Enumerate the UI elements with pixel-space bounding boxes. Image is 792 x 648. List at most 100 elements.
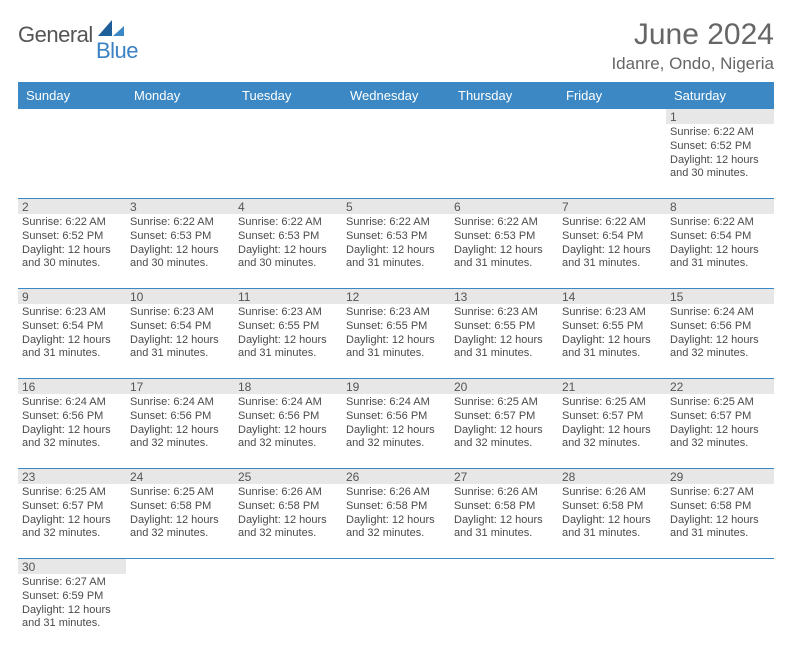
day-number-cell: 24 — [126, 468, 234, 484]
empty-cell — [234, 574, 342, 648]
sunset-line: Sunset: 6:54 PM — [562, 230, 662, 244]
sunset-line: Sunset: 6:56 PM — [130, 410, 230, 424]
day-content: Sunrise: 6:23 AMSunset: 6:55 PMDaylight:… — [342, 304, 450, 378]
weekday-header: Friday — [558, 82, 666, 109]
day-content: Sunrise: 6:22 AMSunset: 6:53 PMDaylight:… — [126, 214, 234, 288]
day-number: 16 — [18, 378, 126, 394]
empty-content — [234, 124, 342, 198]
day-number — [234, 558, 342, 560]
day-number: 15 — [666, 288, 774, 304]
day-cell: Sunrise: 6:23 AMSunset: 6:55 PMDaylight:… — [558, 304, 666, 378]
sunset-line: Sunset: 6:52 PM — [22, 230, 122, 244]
daylight-line: Daylight: 12 hours and 30 minutes. — [238, 244, 338, 272]
sunset-line: Sunset: 6:57 PM — [670, 410, 770, 424]
day-number-cell: 10 — [126, 288, 234, 304]
day-content: Sunrise: 6:25 AMSunset: 6:57 PMDaylight:… — [558, 394, 666, 468]
day-number — [126, 109, 234, 110]
daylight-line: Daylight: 12 hours and 31 minutes. — [562, 244, 662, 272]
week-row: Sunrise: 6:24 AMSunset: 6:56 PMDaylight:… — [18, 394, 774, 468]
day-cell: Sunrise: 6:22 AMSunset: 6:54 PMDaylight:… — [558, 214, 666, 288]
empty-cell — [558, 109, 666, 124]
day-content: Sunrise: 6:24 AMSunset: 6:56 PMDaylight:… — [126, 394, 234, 468]
weekday-header: Saturday — [666, 82, 774, 109]
empty-cell — [234, 124, 342, 198]
sunset-line: Sunset: 6:56 PM — [670, 320, 770, 334]
empty-cell — [126, 109, 234, 124]
empty-content — [126, 124, 234, 198]
day-content: Sunrise: 6:26 AMSunset: 6:58 PMDaylight:… — [450, 484, 558, 558]
day-number-cell: 9 — [18, 288, 126, 304]
day-number-cell: 4 — [234, 198, 342, 214]
sunrise-line: Sunrise: 6:27 AM — [22, 576, 122, 590]
sunrise-line: Sunrise: 6:22 AM — [22, 216, 122, 230]
day-number-cell: 1 — [666, 109, 774, 124]
sunrise-line: Sunrise: 6:22 AM — [346, 216, 446, 230]
daylight-line: Daylight: 12 hours and 31 minutes. — [130, 334, 230, 362]
day-number: 14 — [558, 288, 666, 304]
day-number: 20 — [450, 378, 558, 394]
day-number-cell: 6 — [450, 198, 558, 214]
sunrise-line: Sunrise: 6:23 AM — [130, 306, 230, 320]
day-number-cell: 17 — [126, 378, 234, 394]
day-cell: Sunrise: 6:22 AMSunset: 6:52 PMDaylight:… — [18, 214, 126, 288]
sunset-line: Sunset: 6:57 PM — [22, 500, 122, 514]
day-number: 29 — [666, 468, 774, 484]
day-number: 11 — [234, 288, 342, 304]
daylight-line: Daylight: 12 hours and 31 minutes. — [562, 514, 662, 542]
sunset-line: Sunset: 6:53 PM — [346, 230, 446, 244]
day-cell: Sunrise: 6:22 AMSunset: 6:53 PMDaylight:… — [234, 214, 342, 288]
week-row: Sunrise: 6:27 AMSunset: 6:59 PMDaylight:… — [18, 574, 774, 648]
week-row: Sunrise: 6:22 AMSunset: 6:52 PMDaylight:… — [18, 214, 774, 288]
day-number: 3 — [126, 198, 234, 214]
daylight-line: Daylight: 12 hours and 31 minutes. — [670, 514, 770, 542]
empty-content — [558, 124, 666, 198]
day-cell: Sunrise: 6:25 AMSunset: 6:57 PMDaylight:… — [558, 394, 666, 468]
daylight-line: Daylight: 12 hours and 31 minutes. — [454, 514, 554, 542]
day-content: Sunrise: 6:22 AMSunset: 6:52 PMDaylight:… — [18, 214, 126, 288]
daylight-line: Daylight: 12 hours and 32 minutes. — [562, 424, 662, 452]
sunset-line: Sunset: 6:59 PM — [22, 590, 122, 604]
empty-cell — [450, 558, 558, 574]
weekday-header: Thursday — [450, 82, 558, 109]
day-content: Sunrise: 6:27 AMSunset: 6:59 PMDaylight:… — [18, 574, 126, 648]
day-cell: Sunrise: 6:22 AMSunset: 6:54 PMDaylight:… — [666, 214, 774, 288]
sunrise-line: Sunrise: 6:22 AM — [238, 216, 338, 230]
day-content: Sunrise: 6:22 AMSunset: 6:52 PMDaylight:… — [666, 124, 774, 198]
day-content: Sunrise: 6:27 AMSunset: 6:58 PMDaylight:… — [666, 484, 774, 558]
day-cell: Sunrise: 6:26 AMSunset: 6:58 PMDaylight:… — [342, 484, 450, 558]
calendar-thead: SundayMondayTuesdayWednesdayThursdayFrid… — [18, 82, 774, 109]
day-cell: Sunrise: 6:24 AMSunset: 6:56 PMDaylight:… — [342, 394, 450, 468]
sunset-line: Sunset: 6:58 PM — [454, 500, 554, 514]
sunrise-line: Sunrise: 6:23 AM — [238, 306, 338, 320]
sunrise-line: Sunrise: 6:24 AM — [670, 306, 770, 320]
daynum-row: 9101112131415 — [18, 288, 774, 304]
sunrise-line: Sunrise: 6:25 AM — [22, 486, 122, 500]
day-number-cell: 29 — [666, 468, 774, 484]
day-cell: Sunrise: 6:25 AMSunset: 6:58 PMDaylight:… — [126, 484, 234, 558]
day-content: Sunrise: 6:22 AMSunset: 6:53 PMDaylight:… — [342, 214, 450, 288]
day-number-cell: 5 — [342, 198, 450, 214]
sunset-line: Sunset: 6:58 PM — [562, 500, 662, 514]
sail-icon — [96, 18, 126, 38]
daylight-line: Daylight: 12 hours and 31 minutes. — [22, 334, 122, 362]
day-content: Sunrise: 6:22 AMSunset: 6:54 PMDaylight:… — [558, 214, 666, 288]
day-number-cell: 13 — [450, 288, 558, 304]
empty-content — [126, 574, 234, 648]
empty-cell — [450, 109, 558, 124]
day-number: 17 — [126, 378, 234, 394]
day-content: Sunrise: 6:23 AMSunset: 6:55 PMDaylight:… — [234, 304, 342, 378]
daylight-line: Daylight: 12 hours and 32 minutes. — [238, 514, 338, 542]
sunrise-line: Sunrise: 6:22 AM — [454, 216, 554, 230]
day-number-cell: 3 — [126, 198, 234, 214]
day-content: Sunrise: 6:26 AMSunset: 6:58 PMDaylight:… — [558, 484, 666, 558]
daynum-row: 1 — [18, 109, 774, 124]
day-number: 12 — [342, 288, 450, 304]
day-number-cell: 8 — [666, 198, 774, 214]
day-number-cell: 2 — [18, 198, 126, 214]
week-row: Sunrise: 6:22 AMSunset: 6:52 PMDaylight:… — [18, 124, 774, 198]
day-cell: Sunrise: 6:23 AMSunset: 6:54 PMDaylight:… — [126, 304, 234, 378]
day-cell: Sunrise: 6:26 AMSunset: 6:58 PMDaylight:… — [558, 484, 666, 558]
day-cell: Sunrise: 6:22 AMSunset: 6:53 PMDaylight:… — [126, 214, 234, 288]
day-number: 25 — [234, 468, 342, 484]
day-content: Sunrise: 6:23 AMSunset: 6:54 PMDaylight:… — [126, 304, 234, 378]
